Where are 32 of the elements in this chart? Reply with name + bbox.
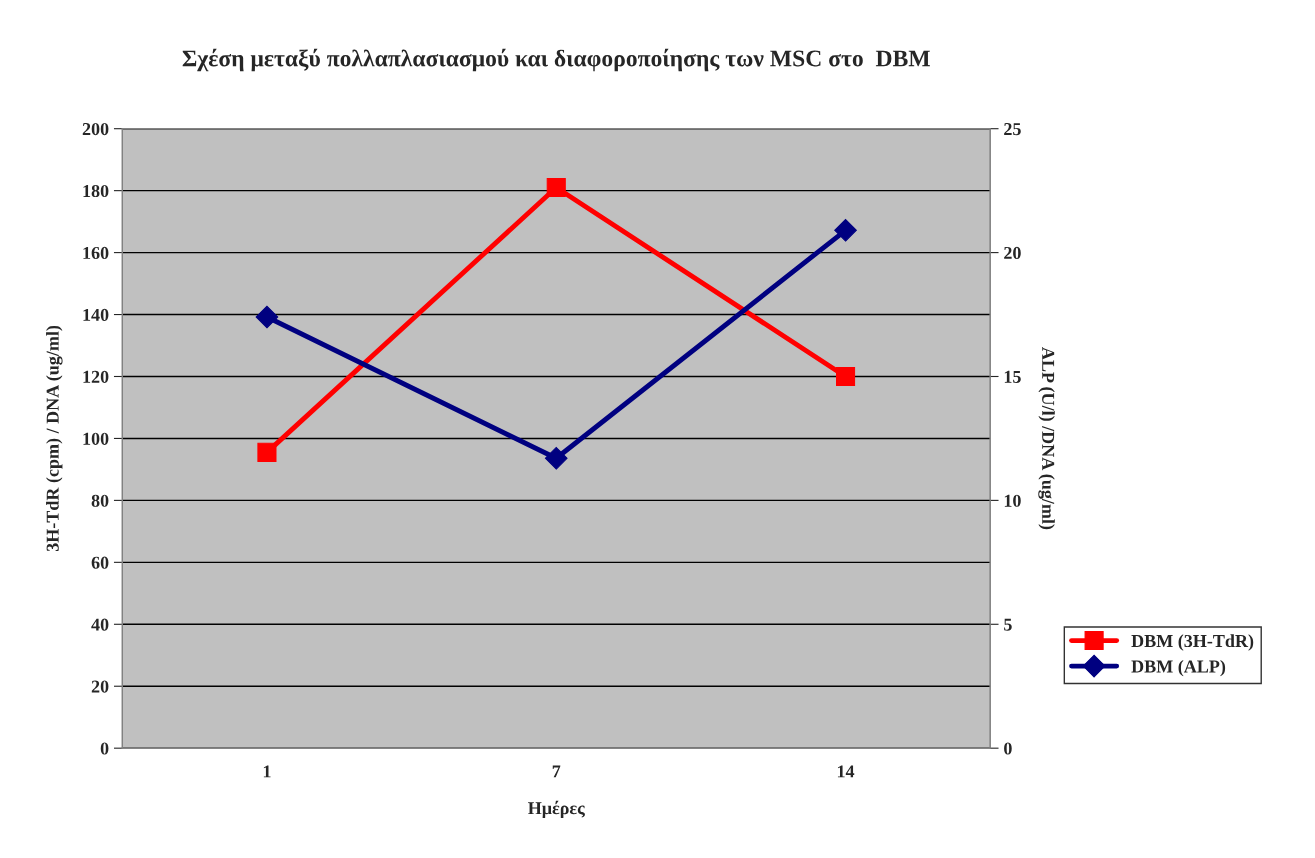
y-tick-label: 60 <box>91 556 109 569</box>
y2-tick-label: 20 <box>1004 246 1021 260</box>
point <box>257 442 277 462</box>
point <box>544 446 568 470</box>
y2-tick-label: 10 <box>1004 494 1021 507</box>
y-tick-label: 180 <box>83 184 109 198</box>
y-axis-title: 3H-TdR (cpm) / DNA (ug/ml) <box>46 325 63 552</box>
point <box>546 178 566 198</box>
x-tick-label: 7 <box>552 765 561 778</box>
y-tick-label: 100 <box>83 432 109 445</box>
chart-title: Σχέση μεταξύ πολλαπλασιασμού και διαφοροποίησης των MSC στο DBM <box>182 48 930 72</box>
y2-tick-label: 15 <box>1004 370 1021 383</box>
y2-tick-label: 0 <box>1004 742 1012 755</box>
x-tick-label: 1 <box>263 765 271 778</box>
legend-label: DBM (3H-TdR) <box>1131 634 1254 651</box>
y-tick-label: 80 <box>91 494 109 507</box>
point <box>836 366 856 387</box>
y2-axis-title: ALP (U/l) /DNA (ug/ml) <box>1038 347 1055 530</box>
legend-label: DBM (ALP) <box>1131 659 1226 677</box>
point <box>255 305 279 329</box>
y-tick-label: 40 <box>91 618 109 631</box>
y-tick-label: 200 <box>82 122 109 136</box>
y2-tick-label: 25 <box>1004 123 1021 136</box>
point <box>834 218 857 242</box>
y-tick-label: 120 <box>83 370 109 383</box>
y-tick-label: 0 <box>100 742 109 755</box>
x-axis-title: Ημέρες <box>528 800 585 818</box>
x-tick-label: 14 <box>837 765 855 778</box>
y-tick-label: 160 <box>83 246 109 260</box>
y-tick-label: 140 <box>83 308 109 321</box>
y2-tick-label: 5 <box>1004 618 1012 631</box>
y-tick-label: 20 <box>91 680 109 693</box>
